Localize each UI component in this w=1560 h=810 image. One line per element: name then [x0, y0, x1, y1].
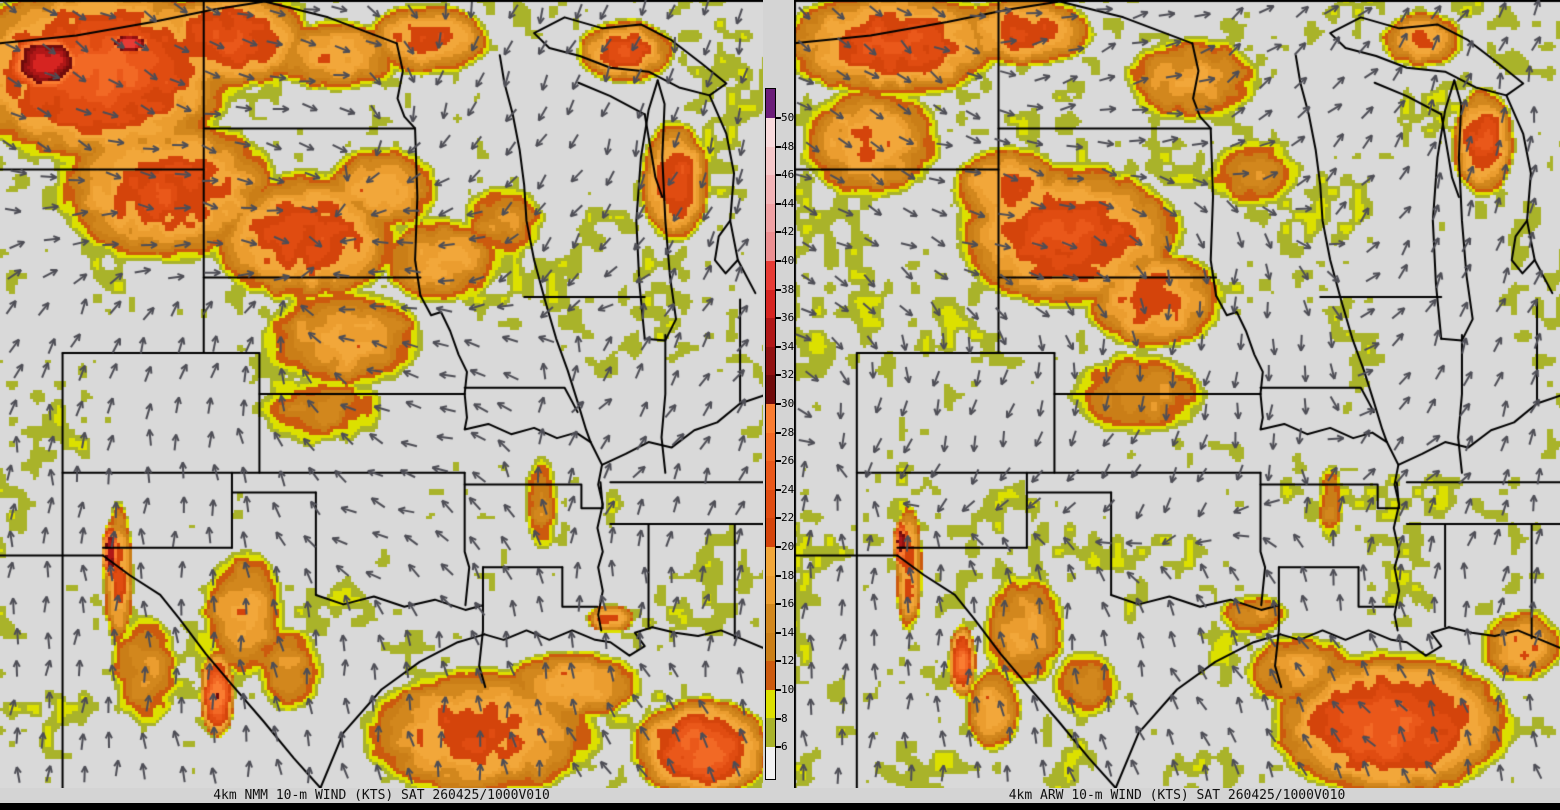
colorbar-label: 26 — [781, 454, 795, 467]
colorbar-segment — [766, 661, 775, 690]
colorbar-label: 8 — [781, 712, 788, 725]
wind-speed-colorbar: 50 48 46 44 42 40 38 36 34 32 30 28 26 24 22 20 18 16 14 12… — [765, 88, 825, 807]
colorbar-label: 12 — [781, 654, 795, 667]
nmm-wind-map-canvas — [0, 0, 763, 788]
colorbar-segment — [766, 432, 775, 462]
colorbar-label: 6 — [781, 740, 788, 753]
colorbar-segment — [766, 346, 775, 376]
colorbar-segment — [766, 689, 775, 719]
nmm-wind-panel — [0, 0, 763, 788]
colorbar-segment — [766, 89, 775, 118]
colorbar-tick — [776, 460, 781, 462]
colorbar-segment — [766, 604, 775, 633]
colorbar-segment — [766, 318, 775, 347]
colorbar-segment — [766, 146, 775, 176]
colorbar-segment — [766, 375, 775, 404]
colorbar-segment — [766, 175, 775, 204]
colorbar-segment — [766, 461, 775, 490]
colorbar-label: 42 — [781, 225, 795, 238]
colorbar-tick — [776, 346, 781, 348]
colorbar-label: 28 — [781, 426, 795, 439]
colorbar-segment — [766, 546, 775, 576]
colorbar-label: 44 — [781, 197, 795, 210]
colorbar-label: 10 — [781, 683, 795, 696]
bottom-bar — [0, 803, 1560, 810]
colorbar-tick — [776, 203, 781, 205]
colorbar-tick — [776, 289, 781, 291]
colorbar-segment — [766, 747, 775, 780]
colorbar-label: 20 — [781, 540, 795, 553]
colorbar-tick — [776, 260, 781, 262]
colorbar-tick — [776, 489, 781, 491]
colorbar-tick — [776, 117, 781, 119]
colorbar-tick — [776, 432, 781, 434]
colorbar-segment — [766, 232, 775, 261]
colorbar-segment — [766, 489, 775, 519]
colorbar-tick — [776, 517, 781, 519]
colorbar-label: 36 — [781, 311, 795, 324]
colorbar-segment — [766, 632, 775, 662]
colorbar-segment — [766, 260, 775, 290]
colorbar-tick — [776, 317, 781, 319]
colorbar-segment — [766, 403, 775, 433]
colorbar-label: 38 — [781, 283, 795, 296]
colorbar-tick — [776, 746, 781, 748]
colorbar-label: 18 — [781, 569, 795, 582]
colorbar-label: 32 — [781, 368, 795, 381]
colorbar-label: 22 — [781, 511, 795, 524]
colorbar-tick — [776, 403, 781, 405]
colorbar-segment — [766, 718, 775, 748]
colorbar-label: 46 — [781, 168, 795, 181]
colorbar-segment — [766, 289, 775, 319]
colorbar-segment — [766, 518, 775, 547]
colorbar-tick — [776, 689, 781, 691]
arw-wind-map-canvas — [794, 0, 1560, 788]
colorbar-tick — [776, 632, 781, 634]
colorbar-label: 50 — [781, 111, 795, 124]
colorbar-label: 30 — [781, 397, 795, 410]
colorbar-label: 16 — [781, 597, 795, 610]
colorbar-tick — [776, 374, 781, 376]
colorbar-gradient — [765, 88, 776, 781]
colorbar-tick — [776, 603, 781, 605]
colorbar-tick — [776, 575, 781, 577]
colorbar-segment — [766, 203, 775, 233]
colorbar-tick — [776, 174, 781, 176]
colorbar-tick — [776, 231, 781, 233]
colorbar-segment — [766, 575, 775, 605]
colorbar-label: 40 — [781, 254, 795, 267]
colorbar-label: 24 — [781, 483, 795, 496]
arw-wind-panel — [794, 0, 1560, 788]
colorbar-tick — [776, 660, 781, 662]
colorbar-label: 34 — [781, 340, 795, 353]
colorbar-tick — [776, 546, 781, 548]
nmm-panel-title: 4km NMM 10-m WIND (KTS) SAT 260425/1000V… — [213, 788, 550, 803]
arw-panel-title: 4km ARW 10-m WIND (KTS) SAT 260425/1000V… — [1008, 788, 1346, 803]
colorbar-label: 48 — [781, 140, 795, 153]
colorbar-label: 14 — [781, 626, 795, 639]
colorbar-tick — [776, 718, 781, 720]
colorbar-segment — [766, 118, 775, 147]
colorbar-tick — [776, 146, 781, 148]
